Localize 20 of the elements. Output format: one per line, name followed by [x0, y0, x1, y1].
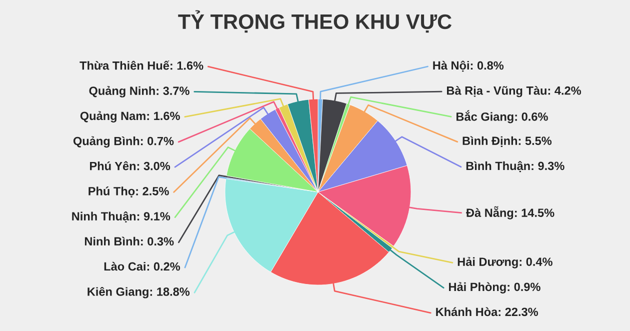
slice-label: Khánh Hòa: 22.3%	[436, 307, 538, 316]
slice-label: Bắc Giang: 0.6%	[456, 110, 548, 124]
chart-title: TỶ TRỌNG THEO KHU VỰC	[178, 10, 452, 33]
slice-label: Bà Rịa - Vũng Tàu: 4.2%	[447, 86, 582, 98]
slice-label: Lào Cai: 0.2%	[104, 262, 180, 271]
slice-label: Hải Dương: 0.4%	[458, 257, 552, 268]
slice-label: Đà Nẵng: 14.5%	[466, 206, 554, 220]
slice-label: Thừa Thiên Huế: 1.6%	[80, 60, 204, 70]
slice-label: Kiên Giang: 18.8%	[88, 286, 190, 298]
slice-label: Bình Thuận: 9.3%	[466, 161, 564, 172]
slice-label: Quảng Ninh: 3.7%	[89, 86, 190, 98]
slice-label: Ninh Thuận: 9.1%	[72, 212, 170, 222]
slice-label: Phú Yên: 3.0%	[90, 161, 170, 170]
slice-label: Hà Nội: 0.8%	[433, 60, 504, 72]
slice-label: Hải Phòng: 0.9%	[449, 282, 540, 294]
slice-label: Ninh Bình: 0.3%	[84, 236, 174, 246]
slice-label: Quảng Nam: 1.6%	[80, 111, 180, 122]
slice-label: Quảng Bình: 0.7%	[73, 136, 174, 148]
slice-label: Phú Thọ: 2.5%	[88, 186, 169, 198]
slice-label: Bình Định: 5.5%	[462, 136, 552, 147]
